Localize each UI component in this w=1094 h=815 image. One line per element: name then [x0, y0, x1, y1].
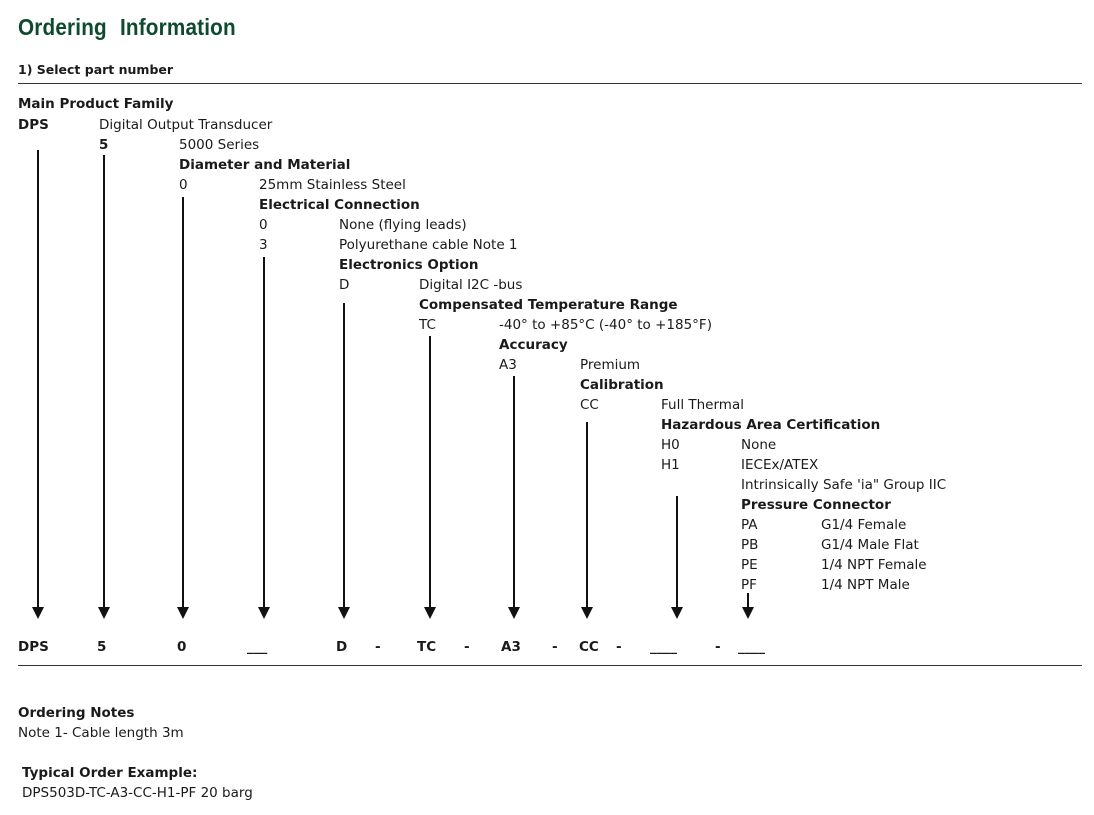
- part-code-separator: -: [375, 639, 381, 655]
- temperature-desc: -40° to +85°C (-40° to +185°F): [499, 317, 712, 333]
- diameter-code: 0: [179, 177, 188, 193]
- down-arrow-icon: [32, 150, 44, 619]
- pressure-option-desc: 1/4 NPT Male: [821, 577, 910, 593]
- part-code-pressure-blank: ____: [738, 639, 765, 655]
- diameter-desc: 25mm Stainless Steel: [259, 177, 406, 193]
- pressure-option-desc: G1/4 Female: [821, 517, 907, 533]
- hazardous-option-desc: None: [741, 437, 777, 453]
- electrical-option-code: 0: [259, 217, 268, 233]
- part-code-diameter: 0: [177, 639, 187, 655]
- accuracy-desc: Premium: [580, 357, 641, 373]
- down-arrow-icon: [424, 336, 436, 619]
- electrical-option-code: 3: [259, 237, 268, 253]
- calibration-heading: Calibration: [580, 377, 664, 393]
- accuracy-code: A3: [499, 357, 517, 373]
- pressure-option-code: PE: [741, 557, 758, 573]
- diameter-heading: Diameter and Material: [179, 157, 351, 173]
- top-divider: [18, 83, 1082, 84]
- electronics-code: D: [339, 277, 350, 293]
- down-arrow-icon: [338, 303, 350, 619]
- step-label: 1) Select part number: [18, 62, 174, 77]
- hazardous-option-code: H0: [661, 437, 680, 453]
- down-arrow-icon: [98, 155, 110, 619]
- temperature-heading: Compensated Temperature Range: [419, 297, 678, 313]
- down-arrow-icon: [177, 197, 189, 619]
- part-code-electronics: D: [336, 639, 348, 655]
- order-example-heading: Typical Order Example:: [22, 765, 198, 781]
- part-code-series: 5: [97, 639, 107, 655]
- pressure-option-desc: G1/4 Male Flat: [821, 537, 919, 553]
- down-arrow-icon: [581, 422, 593, 619]
- down-arrow-icon: [671, 496, 683, 619]
- pressure-option-code: PA: [741, 517, 758, 533]
- down-arrow-icon: [258, 257, 270, 619]
- part-code-hazardous-blank: ____: [650, 639, 677, 655]
- part-code-separator: -: [715, 639, 721, 655]
- main-family-desc: Digital Output Transducer: [99, 117, 273, 133]
- series-code: 5: [99, 137, 109, 153]
- part-code-calibration: CC: [579, 639, 599, 655]
- part-code-separator: -: [464, 639, 470, 655]
- part-code-temperature: TC: [417, 639, 437, 655]
- ordering-note-1: Note 1- Cable length 3m: [18, 725, 184, 741]
- electrical-option-desc: None (flying leads): [339, 217, 467, 233]
- calibration-code: CC: [580, 397, 599, 413]
- temperature-code: TC: [419, 317, 436, 333]
- pressure-option-code: PB: [741, 537, 759, 553]
- main-family-heading: Main Product Family: [18, 96, 174, 112]
- order-example-value: DPS503D-TC-A3-CC-H1-PF 20 barg: [22, 785, 253, 801]
- electronics-desc: Digital I2C -bus: [419, 277, 523, 293]
- hazardous-option-code: H1: [661, 457, 680, 473]
- hazardous-heading: Hazardous Area Certification: [661, 417, 881, 433]
- pressure-option-desc: 1/4 NPT Female: [821, 557, 927, 573]
- bottom-divider: [18, 665, 1082, 666]
- part-code-separator: -: [616, 639, 622, 655]
- ordering-notes-heading: Ordering Notes: [18, 705, 135, 721]
- hazardous-option-desc: IECEx/ATEX: [741, 457, 819, 473]
- accuracy-heading: Accuracy: [499, 337, 568, 353]
- part-code-accuracy: A3: [501, 639, 521, 655]
- calibration-desc: Full Thermal: [661, 397, 744, 413]
- part-code-family: DPS: [18, 639, 49, 655]
- main-family-code: DPS: [18, 117, 49, 133]
- electrical-option-desc: Polyurethane cable Note 1: [339, 237, 518, 253]
- page-title: Ordering Information: [18, 14, 236, 40]
- pressure-heading: Pressure Connector: [741, 497, 891, 513]
- part-code-separator: -: [552, 639, 558, 655]
- electrical-heading: Electrical Connection: [259, 197, 420, 213]
- down-arrow-icon: [508, 376, 520, 619]
- series-desc: 5000 Series: [179, 137, 260, 153]
- electronics-heading: Electronics Option: [339, 257, 479, 273]
- hazardous-extra-desc: Intrinsically Safe 'ia" Group IIC: [741, 477, 947, 493]
- pressure-option-code: PF: [741, 577, 757, 593]
- part-code-electrical-blank: ___: [247, 639, 268, 655]
- down-arrow-icon: [742, 593, 754, 619]
